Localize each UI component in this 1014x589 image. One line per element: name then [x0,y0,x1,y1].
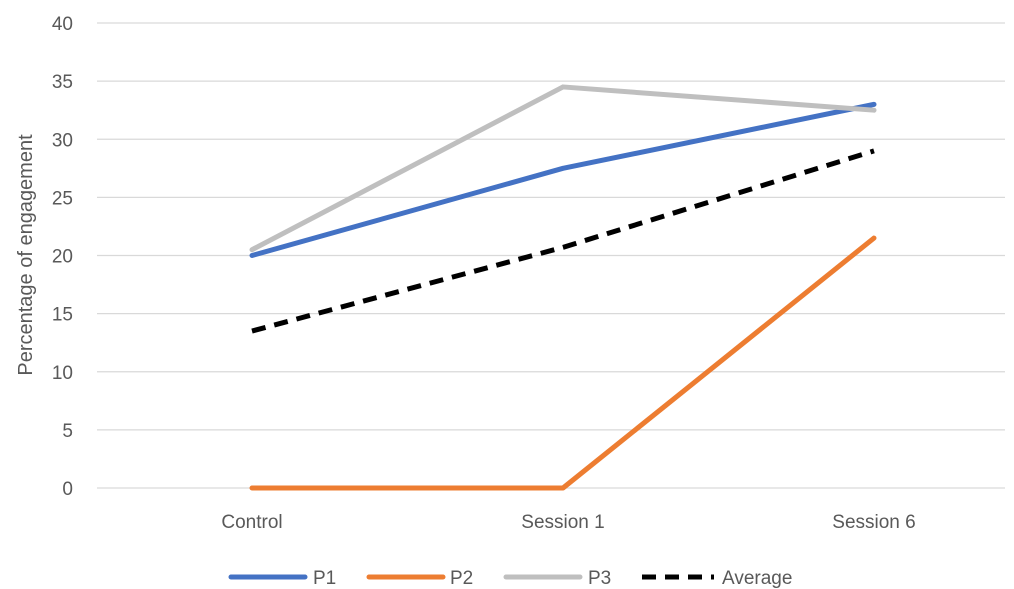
legend-item-average: Average [642,568,792,589]
x-axis-ticks: Control Session 1 Session 6 [221,512,915,533]
y-tick-label: 20 [52,247,73,268]
legend-label: P2 [450,568,473,589]
y-tick-label: 5 [62,421,73,442]
series-line-p1 [249,101,877,258]
y-tick-label: 40 [52,14,73,35]
x-tick-label: Control [221,512,282,533]
y-tick-label: 35 [52,72,73,93]
y-axis-title: Percentage of engagement [15,134,37,376]
y-axis-ticks: 0 5 10 15 20 25 30 35 40 [52,14,73,500]
series-line-average [251,148,875,334]
legend-item-p2: P2 [366,568,473,589]
legend-item-p3: P3 [503,568,611,589]
y-tick-label: 30 [52,130,73,151]
y-tick-label: 0 [62,479,73,500]
x-tick-label: Session 6 [832,512,915,533]
legend-label: P1 [313,568,336,589]
x-tick-label: Session 1 [521,512,604,533]
gridlines [97,22,1005,489]
series-lines [249,84,877,491]
y-tick-label: 10 [52,363,73,384]
series-line-p2 [249,235,877,491]
series-line-p3 [249,84,877,253]
legend-item-p1: P1 [228,568,336,589]
y-tick-label: 15 [52,305,73,326]
legend-label: Average [722,568,792,589]
legend-label: P3 [588,568,611,589]
y-tick-label: 25 [52,188,73,209]
legend: P1 P2 P3 Average [228,568,792,589]
